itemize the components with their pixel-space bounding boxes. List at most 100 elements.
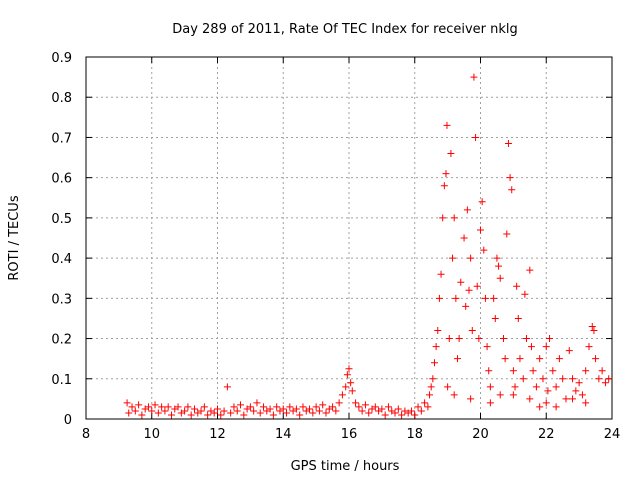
data-point (508, 186, 516, 194)
data-point (592, 355, 600, 363)
y-axis-label: ROTI / TECUs (7, 195, 22, 280)
data-point (343, 371, 351, 379)
data-point (424, 403, 432, 411)
data-point (449, 254, 457, 262)
data-point (516, 355, 524, 363)
data-point (539, 375, 547, 383)
x-tick-label: 20 (472, 427, 489, 442)
data-point (144, 403, 152, 411)
data-point (407, 407, 415, 415)
data-point (250, 407, 258, 415)
data-point (421, 399, 429, 407)
data-point (555, 355, 563, 363)
data-point (511, 383, 519, 391)
data-point (378, 405, 386, 413)
data-point (481, 294, 489, 302)
data-point (450, 391, 458, 399)
y-tick-label: 0.8 (51, 91, 72, 106)
data-point (447, 150, 455, 158)
data-point (184, 403, 192, 411)
data-point (273, 403, 281, 411)
y-tick-label: 0.3 (51, 292, 72, 307)
data-point (384, 403, 392, 411)
data-point (347, 379, 355, 387)
data-point (181, 407, 189, 415)
data-point (486, 399, 494, 407)
data-point (504, 139, 512, 147)
data-point (312, 403, 320, 411)
data-point (455, 335, 463, 343)
data-point (283, 409, 291, 417)
data-point (355, 403, 363, 411)
data-point (575, 379, 583, 387)
data-point (480, 246, 488, 254)
data-point (256, 409, 264, 417)
data-point (552, 383, 560, 391)
data-point (223, 383, 231, 391)
data-point (582, 399, 590, 407)
y-tick-label: 0.6 (51, 172, 72, 187)
data-point (460, 234, 468, 242)
data-point (503, 230, 511, 238)
data-point (559, 375, 567, 383)
data-point (572, 387, 580, 395)
data-point (381, 411, 389, 419)
data-point (542, 399, 550, 407)
data-point (521, 290, 529, 298)
data-point (485, 367, 493, 375)
x-tick-label: 10 (143, 427, 160, 442)
data-point (161, 407, 169, 415)
chart-title: Day 289 of 2011, Rate Of TEC Index for r… (172, 22, 518, 37)
data-point (536, 403, 544, 411)
data-point (158, 403, 166, 411)
x-tick-label: 22 (538, 427, 555, 442)
x-tick-label: 12 (209, 427, 226, 442)
data-point (335, 399, 343, 407)
data-point (450, 214, 458, 222)
data-point (470, 73, 478, 81)
data-point (526, 266, 534, 274)
data-point (253, 399, 261, 407)
data-point (417, 407, 425, 415)
data-point (174, 403, 182, 411)
data-point (601, 379, 609, 387)
data-point (138, 411, 146, 419)
data-point (514, 314, 522, 322)
x-tick-label: 24 (604, 427, 621, 442)
data-point (486, 383, 494, 391)
data-point (434, 327, 442, 335)
data-point (509, 367, 517, 375)
data-point (468, 327, 476, 335)
data-point (187, 411, 195, 419)
data-point (478, 198, 486, 206)
data-point (495, 262, 503, 270)
data-point (361, 401, 369, 409)
data-point (217, 411, 225, 419)
data-point (338, 391, 346, 399)
data-point (398, 411, 406, 419)
data-point (135, 401, 143, 409)
x-tick-label: 16 (341, 427, 358, 442)
data-point (319, 401, 327, 409)
data-point (371, 403, 379, 411)
y-tick-label: 0.7 (51, 131, 72, 146)
data-point (546, 335, 554, 343)
data-point (477, 226, 484, 234)
data-point (465, 286, 473, 294)
data-point (491, 314, 499, 322)
data-point (411, 411, 419, 419)
data-point (532, 383, 540, 391)
data-point (329, 403, 337, 411)
data-point (151, 401, 159, 409)
data-point (322, 409, 330, 417)
x-axis-label: GPS time / hours (291, 459, 400, 474)
data-point (266, 405, 274, 413)
data-point (527, 343, 535, 351)
data-point (279, 405, 287, 413)
x-tick-label: 8 (82, 427, 90, 442)
data-point (197, 407, 205, 415)
data-point (552, 403, 560, 411)
data-point (590, 327, 598, 335)
data-point (128, 403, 136, 411)
